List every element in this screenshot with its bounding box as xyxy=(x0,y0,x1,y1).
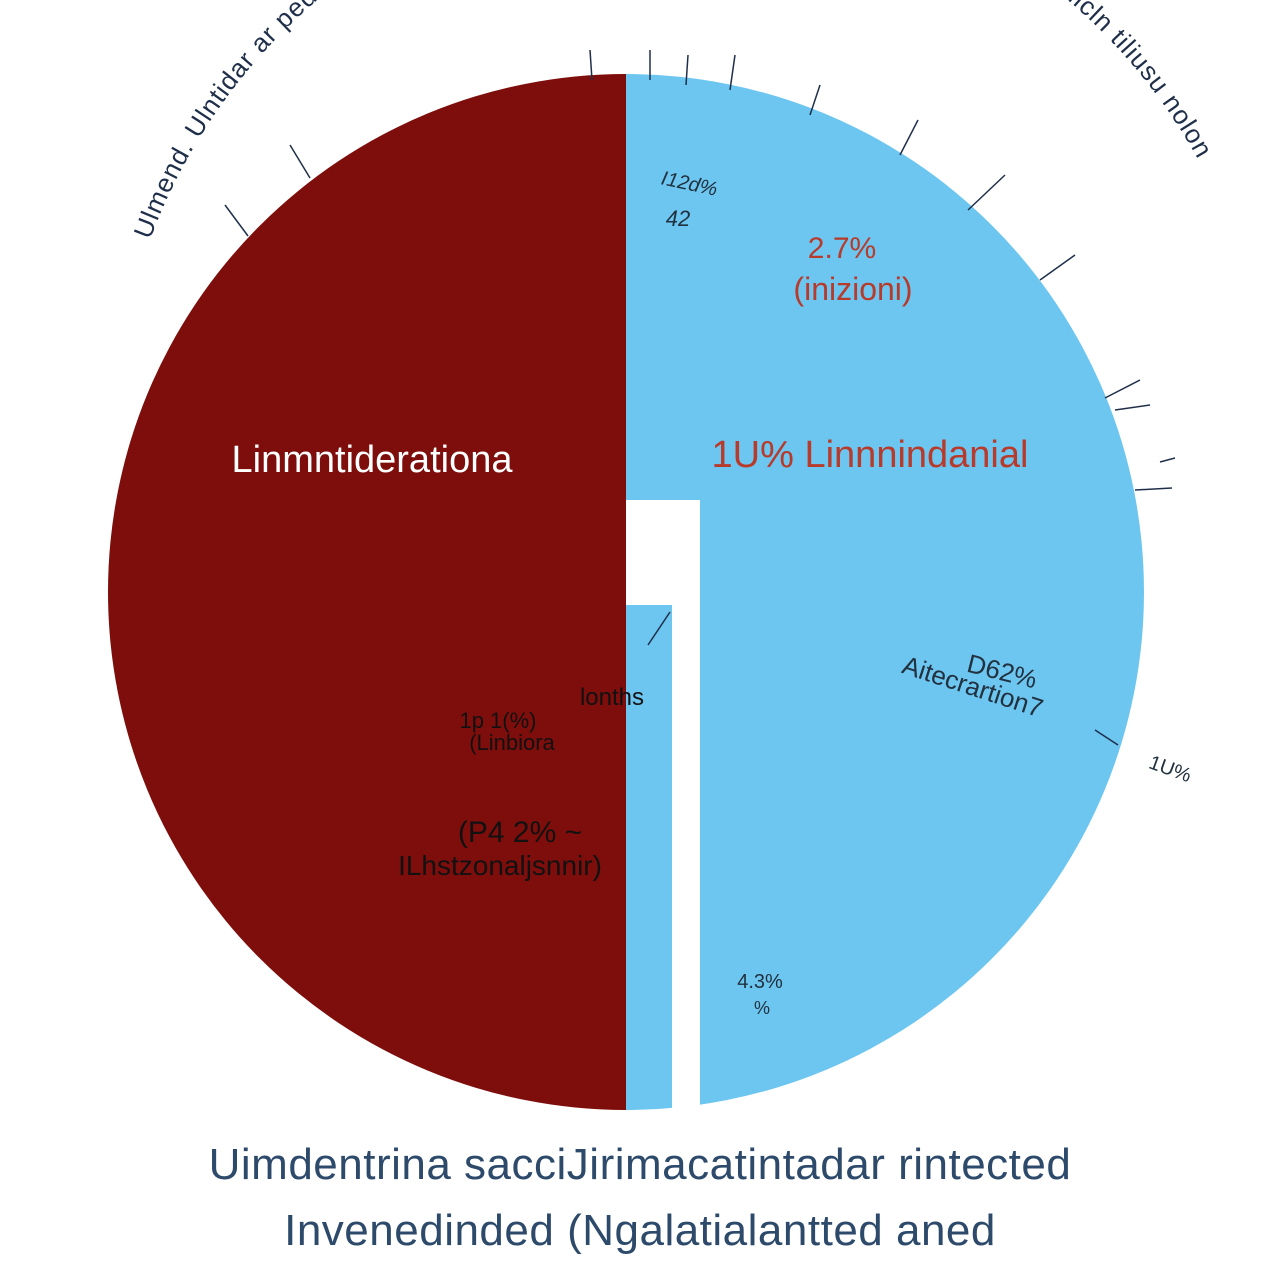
label-lonths: lonths xyxy=(580,684,644,711)
label-mid-sub: (Linbiora xyxy=(469,730,555,755)
leader-tick xyxy=(1104,379,1141,399)
leader-tick xyxy=(685,54,689,86)
leader-tick xyxy=(1134,487,1173,491)
label-outside-pct: 1U% xyxy=(1146,752,1194,788)
leader-tick xyxy=(1159,457,1176,463)
leader-tick xyxy=(967,174,1006,211)
label-left-main: Linmntiderationa xyxy=(232,439,514,481)
leader-tick xyxy=(589,49,593,81)
caption-line-2: Invenedinded (Ngalatialantted aned xyxy=(284,1206,996,1255)
leader-tick xyxy=(1114,404,1151,411)
label-lhstz: ILhstzonaljsnnir) xyxy=(398,850,602,881)
leader-tick xyxy=(809,84,821,116)
label-p42: (P4 2% ~ xyxy=(458,816,582,849)
leader-tick xyxy=(647,611,671,646)
label-bottom-sub: % xyxy=(754,998,770,1018)
leader-tick xyxy=(1039,254,1076,281)
pie-slice-left xyxy=(108,74,626,1110)
label-top-pct: 2.7% xyxy=(808,232,876,265)
label-mid-pct: 1p 1(%) xyxy=(459,708,536,733)
label-small-a2: 42 xyxy=(666,206,690,231)
leader-tick xyxy=(1094,729,1119,746)
pie-slice-right xyxy=(626,74,1144,1110)
leader-tick xyxy=(224,204,249,237)
label-right-main: 1U% Linnnindanial xyxy=(712,434,1029,476)
caption-line-1: Uimdentrina sacciJirimacatintadar rintec… xyxy=(208,1140,1072,1189)
label-bottom-pct: 4.3% xyxy=(737,971,783,993)
leader-tick xyxy=(899,119,919,156)
leader-tick xyxy=(729,54,736,91)
leader-ticks xyxy=(224,49,1176,746)
label-top-sub: (inizioni) xyxy=(793,271,912,307)
center-notch xyxy=(626,500,700,1120)
leader-tick xyxy=(289,144,311,179)
